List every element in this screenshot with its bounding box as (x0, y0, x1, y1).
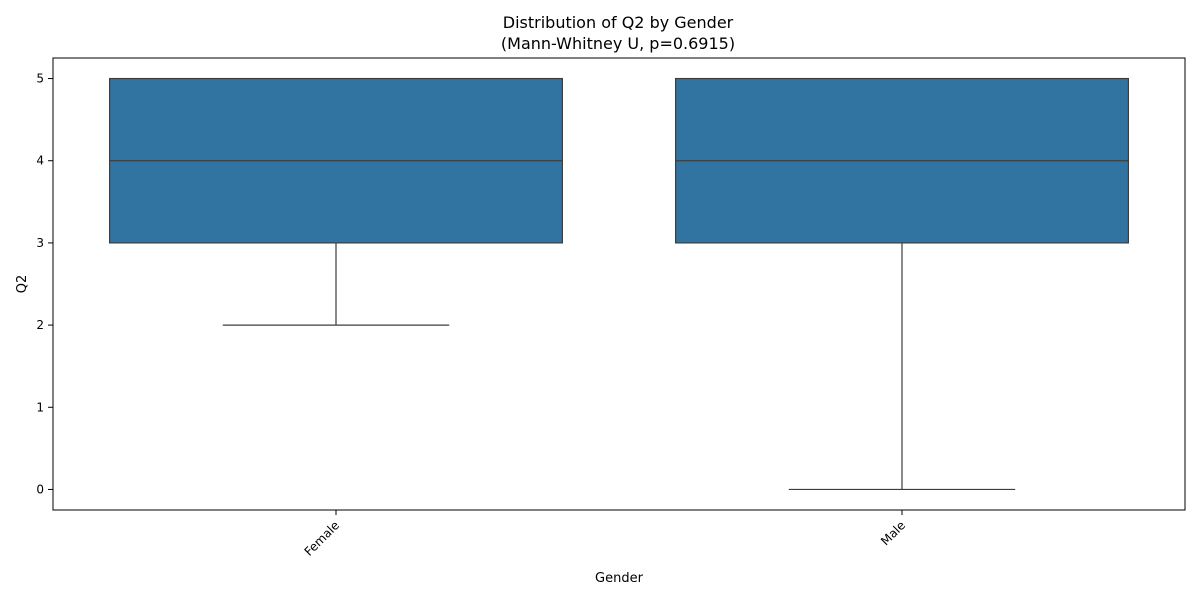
y-tick-label: 3 (36, 236, 44, 250)
chart-subtitle: (Mann-Whitney U, p=0.6915) (501, 34, 735, 53)
y-axis-label: Q2 (15, 275, 30, 294)
y-tick-label: 2 (36, 318, 44, 332)
chart-title: Distribution of Q2 by Gender (503, 13, 734, 32)
y-tick-label: 0 (36, 482, 44, 496)
box-male (674, 77, 1129, 491)
y-axis-ticks: 0 1 2 3 4 5 (36, 72, 53, 496)
boxes-group (108, 77, 1129, 491)
y-tick-label: 4 (36, 154, 44, 168)
x-tick-label-female: Female (302, 518, 343, 559)
box-female (108, 77, 563, 326)
plot-frame (52, 57, 1186, 511)
x-axis-label: Gender (595, 571, 644, 586)
x-tick-label-male: Male (878, 518, 908, 548)
x-axis-ticks: Female Male (302, 510, 908, 559)
y-tick-label: 1 (36, 400, 44, 414)
y-tick-label: 5 (36, 72, 44, 86)
